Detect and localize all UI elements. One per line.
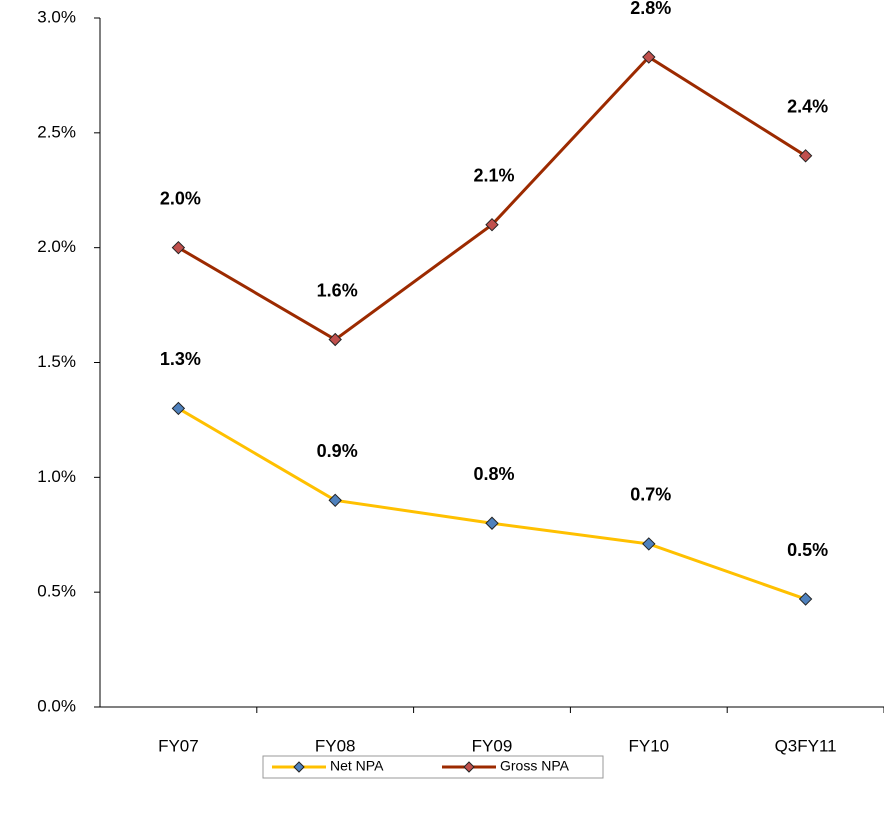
y-tick-label: 2.5% (37, 122, 76, 141)
y-tick-label: 1.5% (37, 352, 76, 371)
series-line (177, 407, 807, 601)
marker (171, 401, 186, 416)
series-line (177, 55, 807, 342)
value-label: 2.4% (787, 97, 828, 117)
marker (798, 149, 813, 163)
x-tick-label: FY08 (315, 736, 356, 755)
marker (328, 332, 342, 347)
y-tick-label: 2.0% (37, 237, 76, 256)
marker (642, 50, 656, 64)
value-label: 0.5% (787, 540, 828, 560)
value-label: 2.0% (160, 188, 201, 208)
marker (642, 537, 656, 551)
x-tick-label: FY09 (472, 736, 513, 755)
y-tick-label: 0.5% (37, 582, 76, 601)
y-tick-label: 0.0% (37, 696, 76, 715)
marker (328, 493, 342, 508)
legend-marker (463, 761, 475, 773)
marker (485, 217, 499, 232)
value-label: 1.3% (160, 349, 201, 369)
x-tick-label: FY10 (628, 736, 669, 755)
x-tick-label: FY07 (158, 736, 199, 755)
value-label: 2.8% (630, 0, 671, 18)
legend-marker (293, 761, 305, 773)
marker (171, 240, 186, 255)
x-tick-label: Q3FY11 (775, 736, 837, 755)
value-label: 0.7% (630, 485, 671, 505)
y-tick-label: 1.0% (37, 467, 76, 486)
marker (798, 592, 813, 606)
value-label: 0.9% (317, 441, 358, 461)
legend-box (262, 755, 604, 779)
value-label: 2.1% (473, 165, 514, 185)
y-tick-label: 3.0% (37, 7, 76, 26)
value-label: 0.8% (473, 464, 514, 484)
legend-label: Gross NPA (500, 758, 570, 774)
value-label: 1.6% (317, 280, 358, 300)
legend-label: Net NPA (330, 758, 384, 774)
marker (485, 516, 499, 530)
